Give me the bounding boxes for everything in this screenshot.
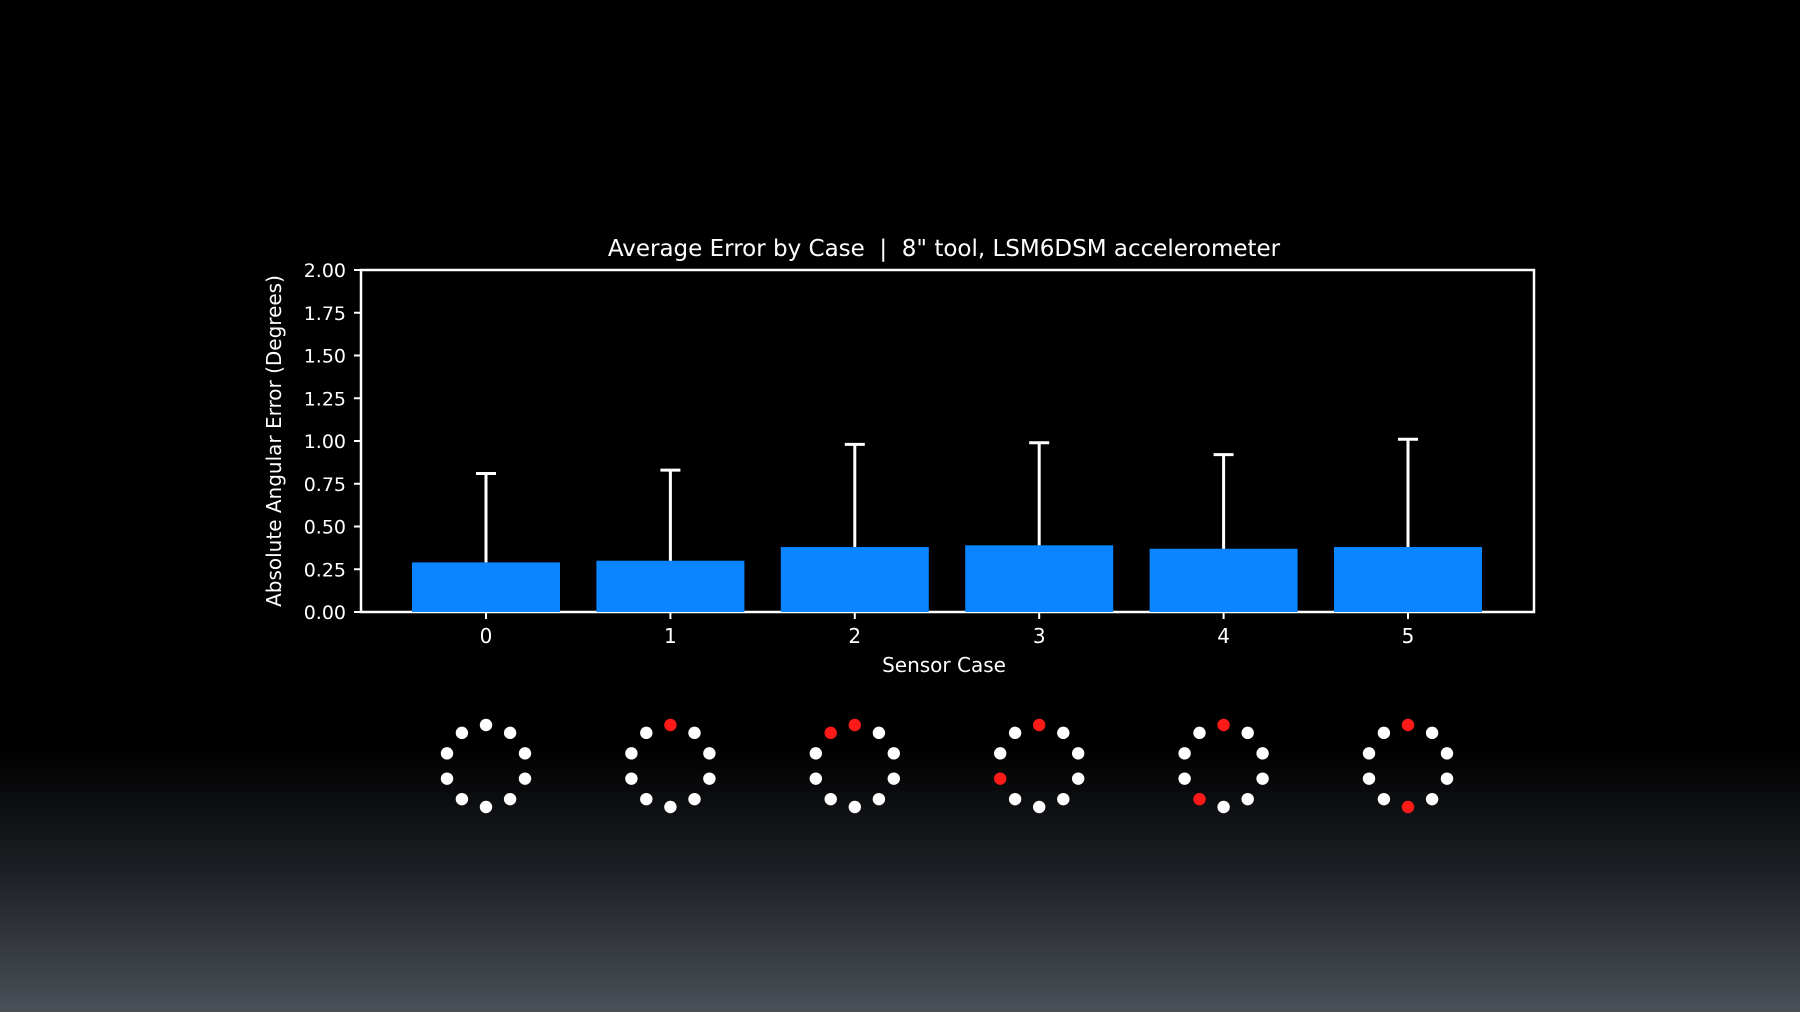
sensor-dot (455, 726, 469, 740)
y-tick-label: 0.75 (304, 474, 346, 496)
chart-title: Average Error by Case | 8" tool, LSM6DSM… (608, 236, 1281, 262)
sensor-dot (688, 726, 701, 740)
active-sensor-dot (1401, 800, 1415, 814)
sensor-dot (518, 747, 532, 760)
sensor-diagram-case-2 (809, 718, 900, 814)
x-axis-ticks: 0 1 2 3 4 5 (480, 612, 1415, 648)
bar-case-0 (412, 562, 560, 612)
sensor-dot (887, 772, 900, 785)
y-tick-label: 2.00 (304, 260, 346, 282)
sensor-diagram-case-4 (1178, 718, 1269, 814)
bar-case-2 (780, 547, 929, 612)
sensor-dot (1057, 792, 1070, 806)
sensor-dot (1033, 800, 1046, 814)
y-tick-label: 1.75 (304, 303, 346, 325)
y-tick-label: 1.25 (304, 388, 346, 410)
sensor-dot (1362, 772, 1376, 785)
sensor-dot (1178, 747, 1191, 760)
sensor-dot (1377, 726, 1391, 740)
y-tick-label: 0.50 (304, 517, 346, 539)
y-tick-label: 0.00 (304, 602, 346, 624)
x-axis-label: Sensor Case (882, 653, 1006, 677)
sensor-dot (1362, 747, 1376, 760)
bar-case-3 (965, 545, 1114, 612)
sensor-dot (824, 792, 837, 806)
sensor-dot (479, 718, 493, 732)
active-sensor-dot (1193, 792, 1206, 806)
sensor-dot (1057, 726, 1070, 740)
sensor-dot (1008, 726, 1022, 740)
sensor-dot (1256, 772, 1269, 785)
sensor-dot (1256, 747, 1269, 760)
sensor-dot (1193, 726, 1206, 740)
sensor-dot (809, 772, 823, 785)
sensor-dot (503, 792, 517, 806)
y-tick-label: 0.25 (304, 559, 346, 581)
sensor-dot (848, 800, 861, 814)
y-axis-label: Absolute Angular Error (Degrees) (262, 275, 286, 607)
sensor-dot (1440, 747, 1454, 760)
active-sensor-dot (824, 726, 837, 740)
sensor-dot (440, 747, 454, 760)
sensor-dot (640, 792, 653, 806)
x-tick-label: 1 (664, 624, 677, 648)
sensor-dot (1241, 792, 1254, 806)
sensor-dot (479, 800, 493, 814)
sensor-dot (1241, 726, 1254, 740)
active-sensor-dot (1217, 718, 1230, 732)
sensor-dot (1217, 800, 1230, 814)
sensor-dot (1008, 792, 1022, 806)
sensor-dot (455, 792, 469, 806)
sensor-dot (1425, 726, 1439, 740)
sensor-dot (664, 800, 677, 814)
x-tick-label: 0 (480, 624, 493, 648)
sensor-diagram-case-1 (625, 718, 716, 814)
sensor-diagram-case-0 (440, 718, 532, 814)
x-tick-label: 2 (848, 624, 861, 648)
sensor-case-diagrams (440, 718, 1454, 814)
sensor-dot (994, 747, 1007, 760)
bars-group (412, 545, 1482, 612)
sensor-dot (872, 792, 886, 806)
sensor-diagram-case-3 (994, 718, 1085, 814)
sensor-dot (625, 747, 638, 760)
x-tick-label: 5 (1402, 624, 1415, 648)
sensor-dot (1178, 772, 1191, 785)
active-sensor-dot (1401, 718, 1415, 732)
sensor-dot (1071, 772, 1085, 785)
bar-case-5 (1334, 547, 1482, 612)
sensor-dot (1440, 772, 1454, 785)
bar-case-1 (596, 560, 745, 612)
sensor-dot (1071, 747, 1085, 760)
x-tick-label: 4 (1217, 624, 1230, 648)
sensor-dot (503, 726, 517, 740)
y-axis-ticks: 0.00 0.25 0.50 0.75 1.00 1.25 1.50 1.75 2.00 (304, 260, 361, 624)
x-tick-label: 3 (1033, 624, 1046, 648)
active-sensor-dot (994, 772, 1007, 785)
sensor-dot (809, 747, 823, 760)
y-tick-label: 1.00 (304, 431, 346, 453)
active-sensor-dot (1033, 718, 1046, 732)
sensor-dot (440, 772, 454, 785)
sensor-dot (640, 726, 653, 740)
bar-case-4 (1149, 548, 1298, 612)
sensor-dot (887, 747, 900, 760)
error-bars-group (476, 437, 1418, 563)
sensor-dot (1377, 792, 1391, 806)
sensor-dot (518, 772, 532, 785)
sensor-dot (688, 792, 701, 806)
plot-area: 0.00 0.25 0.50 0.75 1.00 1.25 1.50 1.75 2.00 0 1 2… (304, 260, 1536, 648)
active-sensor-dot (664, 718, 677, 732)
sensor-diagram-case-5 (1362, 718, 1454, 814)
sensor-dot (625, 772, 638, 785)
sensor-dot (703, 772, 716, 785)
sensor-dot (703, 747, 716, 760)
sensor-dot (872, 726, 886, 740)
active-sensor-dot (848, 718, 861, 732)
sensor-dot (1425, 792, 1439, 806)
y-tick-label: 1.50 (304, 346, 346, 368)
